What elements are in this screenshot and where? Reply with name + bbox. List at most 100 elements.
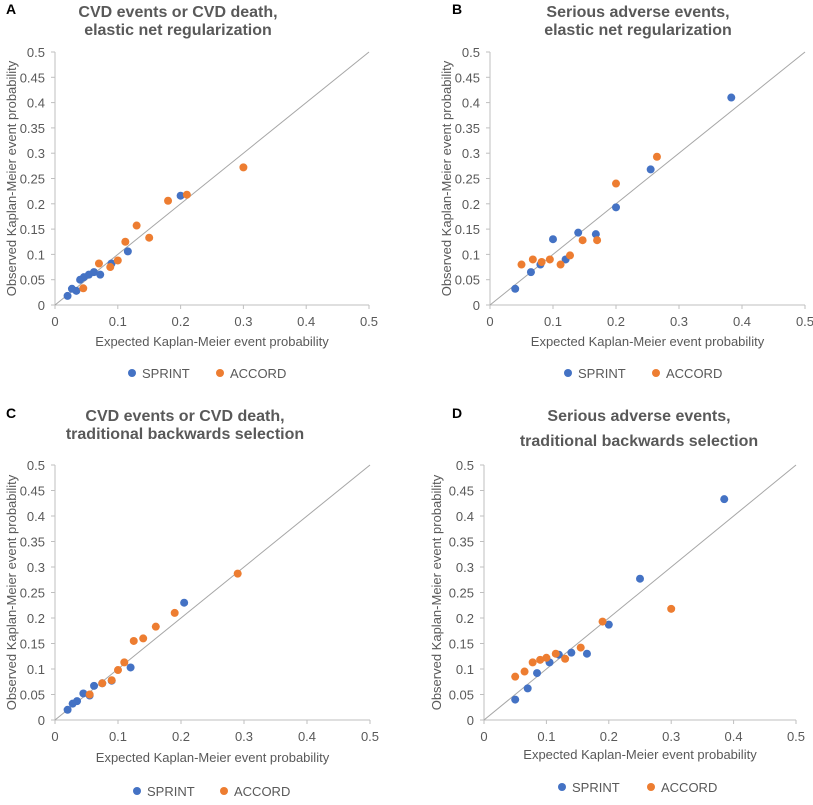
y-tick-label: 0.3: [462, 146, 480, 161]
x-tick-label: 0.3: [235, 729, 253, 744]
series-accord: [85, 569, 242, 699]
y-tick-label: 0.2: [456, 611, 474, 626]
x-tick-label: 0.3: [234, 314, 252, 329]
x-tick-label: 0.4: [298, 729, 316, 744]
data-point-sprint: [582, 649, 591, 658]
y-tick-label: 0.15: [20, 637, 45, 652]
data-point-sprint: [96, 270, 105, 279]
legend-label-sprint: SPRINT: [578, 366, 626, 381]
y-tick-label: 0.45: [20, 484, 45, 499]
y-tick-label: 0.1: [27, 662, 45, 677]
x-tick-label: 0.4: [725, 729, 743, 744]
y-tick-label: 0: [38, 713, 45, 728]
chart-panel-c: C CVD events or CVD death,traditional bac…: [4, 405, 379, 799]
x-axis-label: Expected Kaplan-Meier event probability: [96, 750, 330, 765]
x-tick-label: 0: [480, 729, 487, 744]
x-tick-label: 0.4: [733, 314, 751, 329]
y-tick-label: 0.25: [455, 172, 480, 187]
data-point-accord: [98, 679, 107, 688]
y-tick-label: 0.25: [20, 586, 45, 601]
x-tick-label: 0.4: [297, 314, 315, 329]
data-point-accord: [132, 221, 141, 230]
data-point-accord: [561, 654, 570, 663]
series-sprint: [63, 598, 189, 714]
data-point-accord: [164, 196, 173, 205]
data-point-sprint: [180, 598, 189, 607]
chart-title-line: Serious adverse events,: [547, 408, 730, 425]
data-point-accord: [113, 256, 122, 265]
data-point-accord: [120, 658, 129, 667]
data-point-sprint: [526, 268, 535, 277]
y-tick-label: 0.4: [27, 509, 45, 524]
x-tick-label: 0: [486, 314, 493, 329]
chart-title-line: Serious adverse events,: [546, 4, 729, 21]
data-point-accord: [536, 655, 545, 664]
chart-panel-a: A CVD events or CVD death,elastic net reg…: [4, 1, 378, 381]
y-tick-label: 0.05: [449, 688, 474, 703]
series-sprint: [511, 495, 729, 704]
data-point-accord: [652, 152, 661, 161]
legend-marker-sprint: [128, 369, 136, 377]
data-point-accord: [537, 257, 546, 266]
reference-line: [483, 464, 797, 721]
x-tick-label: 0: [51, 729, 58, 744]
data-point-accord: [233, 569, 242, 578]
legend-label-accord: ACCORD: [661, 780, 717, 795]
y-axis-label: Observed Kaplan-Meier event probability: [4, 60, 19, 296]
y-tick-label: 0.15: [449, 637, 474, 652]
y-tick-label: 0.2: [27, 611, 45, 626]
data-point-sprint: [646, 165, 655, 174]
x-tick-label: 0.5: [796, 314, 813, 329]
data-point-accord: [106, 263, 115, 272]
legend-marker-accord: [216, 369, 224, 377]
data-point-accord: [593, 236, 602, 245]
y-axis-label: Observed Kaplan-Meier event probability: [439, 60, 454, 296]
chart-panel-b: B Serious adverse events,elastic net regu…: [439, 1, 813, 381]
y-tick-label: 0.25: [449, 586, 474, 601]
y-tick-label: 0.5: [27, 458, 45, 473]
chart-title-line: elastic net regularization: [84, 22, 272, 39]
legend-marker-sprint: [558, 783, 566, 791]
x-tick-label: 0.5: [787, 729, 805, 744]
legend: SPRINT ACCORD: [128, 366, 286, 381]
x-axis-label: Expected Kaplan-Meier event probability: [523, 747, 757, 762]
legend: SPRINT ACCORD: [564, 366, 722, 381]
y-tick-label: 0.5: [27, 45, 45, 60]
data-point-sprint: [72, 286, 81, 295]
chart-title-line: CVD events or CVD death,: [85, 408, 284, 425]
legend-label-sprint: SPRINT: [142, 366, 190, 381]
y-tick-label: 0.2: [462, 197, 480, 212]
x-tick-label: 0.2: [600, 729, 618, 744]
y-tick-label: 0.35: [449, 535, 474, 550]
legend-label-sprint: SPRINT: [572, 780, 620, 795]
data-point-sprint: [549, 235, 557, 244]
data-point-accord: [85, 690, 94, 699]
x-tick-label: 0.2: [607, 314, 625, 329]
legend-label-accord: ACCORD: [230, 366, 286, 381]
x-tick-label: 0: [51, 314, 58, 329]
legend-label-accord: ACCORD: [666, 366, 722, 381]
data-point-sprint: [612, 203, 620, 212]
legend: SPRINT ACCORD: [558, 780, 717, 795]
data-point-accord: [94, 259, 103, 268]
data-point-accord: [182, 190, 191, 199]
data-point-accord: [528, 658, 537, 667]
y-tick-label: 0.1: [456, 662, 474, 677]
y-tick-label: 0.5: [462, 45, 480, 60]
y-tick-label: 0.05: [20, 688, 45, 703]
data-point-sprint: [63, 705, 72, 714]
data-point-accord: [556, 260, 565, 269]
data-point-sprint: [533, 669, 542, 678]
data-point-accord: [566, 251, 575, 260]
y-tick-label: 0: [467, 713, 474, 728]
y-tick-label: 0.05: [20, 273, 45, 288]
y-tick-label: 0: [38, 298, 45, 313]
panel-letter: C: [6, 405, 16, 421]
y-tick-label: 0.5: [456, 458, 474, 473]
x-tick-label: 0.1: [109, 314, 127, 329]
chart-title-line: CVD events or CVD death,: [78, 4, 277, 21]
data-point-accord: [598, 617, 607, 626]
chart-title-line: traditional backwards selection: [66, 426, 304, 443]
data-point-sprint: [591, 230, 600, 239]
